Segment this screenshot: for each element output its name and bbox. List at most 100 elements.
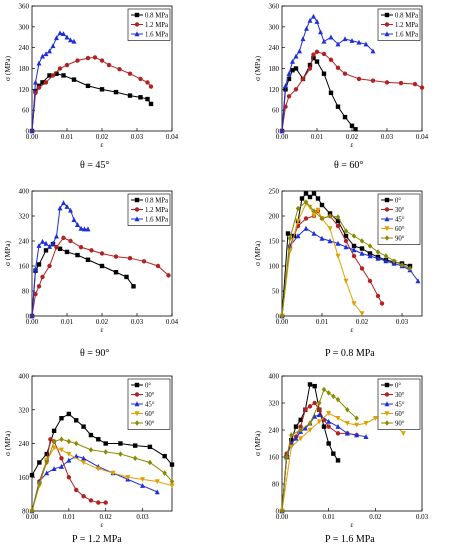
data-point — [145, 96, 150, 102]
chart-svg-p-0-8: 0 50 100 150 200 250 0.00 0.01 0.02 0.03 ε σ (MPa) 0… — [253, 188, 423, 334]
data-point — [68, 238, 73, 244]
y-tick-label: 320 — [19, 406, 30, 414]
data-point — [307, 382, 313, 387]
y-tick-label: 60 — [22, 107, 30, 115]
data-point — [57, 246, 63, 252]
x-axis-label: ε — [350, 520, 353, 529]
chart-panel-p-1-2: 80 160 240 320 400 0.00 0.01 0.02 0.03 ε σ (MPa) 0°… — [0, 370, 200, 530]
y-tick-label: 240 — [269, 427, 280, 435]
series-1-2-mpa — [29, 55, 154, 134]
data-point — [307, 427, 313, 433]
legend-marker — [384, 411, 390, 417]
data-point — [303, 216, 309, 221]
x-tick-label: 0.00 — [276, 318, 289, 326]
x-tick-label: 0.02 — [100, 513, 113, 521]
data-point — [81, 494, 86, 499]
x-tick-label: 0.02 — [96, 318, 109, 326]
data-point — [298, 424, 303, 429]
y-tick-label: 400 — [269, 373, 280, 381]
y-tick-label: 0 — [276, 313, 280, 321]
data-point — [311, 208, 317, 214]
data-point — [367, 278, 373, 284]
y-axis-label: σ (MPa) — [253, 430, 262, 456]
data-point — [33, 291, 38, 297]
y-tick-label: 300 — [19, 23, 30, 31]
data-point — [375, 293, 381, 299]
data-point — [331, 393, 336, 400]
data-point — [314, 18, 320, 24]
data-point — [61, 31, 66, 36]
data-point — [113, 254, 119, 259]
data-point — [383, 253, 389, 259]
data-point — [295, 205, 301, 212]
data-point — [127, 71, 133, 76]
x-tick-label: 0.00 — [276, 513, 289, 521]
data-point — [47, 48, 52, 54]
data-point — [412, 81, 418, 87]
data-point — [68, 207, 73, 213]
series-45- — [279, 225, 421, 319]
y-axis-label: σ (MPa) — [253, 240, 262, 266]
data-point — [353, 127, 358, 132]
data-point — [317, 400, 322, 406]
data-point — [354, 432, 360, 438]
data-point — [166, 273, 171, 278]
data-point — [328, 90, 334, 96]
caption-theta-45: θ = 45° — [80, 160, 110, 171]
data-point — [293, 424, 299, 429]
legend-label: 30° — [145, 392, 155, 399]
x-tick-label: 0.00 — [26, 513, 39, 521]
data-point — [127, 93, 133, 98]
data-point — [367, 243, 373, 249]
data-point — [298, 427, 303, 433]
data-point — [351, 233, 357, 239]
data-point — [335, 431, 341, 436]
data-point — [327, 238, 333, 244]
data-point — [138, 76, 143, 82]
data-point — [61, 235, 66, 241]
data-point — [351, 247, 357, 253]
data-point — [44, 459, 49, 466]
y-tick-label: 240 — [269, 44, 280, 52]
data-point — [50, 240, 56, 246]
data-point — [349, 38, 355, 43]
y-tick-label: 80 — [22, 288, 30, 296]
data-point — [103, 441, 108, 446]
data-point — [303, 191, 309, 196]
data-point — [343, 233, 349, 239]
legend-marker — [384, 31, 390, 37]
data-point — [289, 432, 294, 438]
data-point — [316, 412, 322, 418]
data-point — [29, 472, 35, 478]
data-point — [343, 228, 349, 234]
data-point — [57, 30, 63, 36]
data-point — [304, 25, 309, 31]
data-point — [284, 454, 289, 460]
data-point — [335, 253, 341, 259]
data-point — [303, 225, 309, 231]
legend-marker — [134, 216, 140, 222]
series-line — [281, 388, 358, 512]
x-tick-label: 0.02 — [346, 133, 359, 141]
y-tick-label: 250 — [269, 188, 280, 196]
data-point — [51, 466, 57, 472]
data-point — [288, 444, 294, 450]
data-point — [286, 71, 292, 76]
x-tick-label: 0.01 — [323, 513, 336, 521]
data-point — [54, 35, 59, 41]
legend-marker — [134, 392, 140, 397]
legend-marker — [134, 12, 140, 18]
data-point — [162, 453, 167, 459]
chart-svg-theta-60: 0 60 120 180 240 300 360 0.00 0.01 0.02 0.03 0.04 ε σ… — [253, 3, 429, 150]
data-point — [375, 255, 381, 261]
data-point — [351, 253, 357, 259]
data-point — [295, 218, 301, 224]
data-point — [43, 240, 49, 246]
x-tick-label: 0.01 — [61, 133, 74, 141]
series-1-2-mpa — [279, 49, 425, 134]
data-point — [99, 87, 105, 92]
data-point — [74, 440, 79, 447]
data-point — [311, 55, 316, 61]
data-point — [335, 396, 341, 403]
